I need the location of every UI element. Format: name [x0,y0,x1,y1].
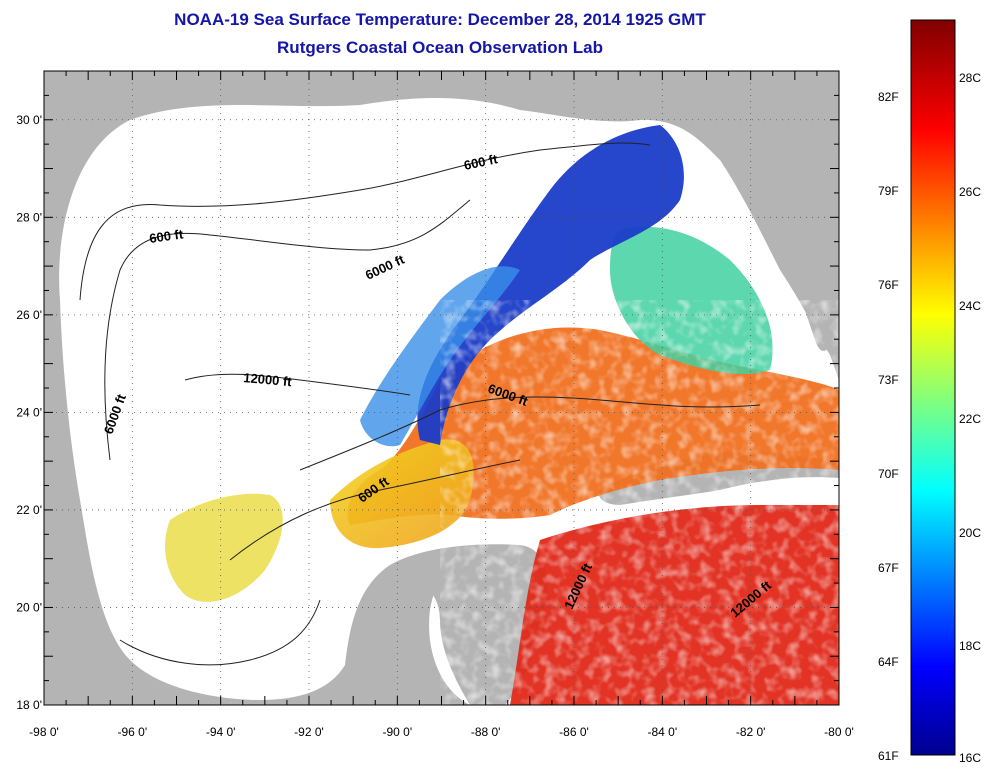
map-area: 600 ft 600 ft 6000 ft 12000 ft 6000 ft 6… [44,71,839,705]
lon-tick-label: -94 0' [206,725,236,739]
colorbar-f-label: 64F [878,655,899,669]
colorbar-c-label: 28C [959,71,981,85]
lon-tick-label: -82 0' [736,725,766,739]
lon-tick-label: -88 0' [471,725,501,739]
lat-tick-label: 18 0' [16,698,42,712]
florida-land [758,80,839,351]
lat-tick-label: 20 0' [16,600,42,614]
colorbar-f-label: 61F [878,749,899,763]
lat-tick-label: 26 0' [16,308,42,322]
colorbar-fahrenheit-labels: 82F 79F 76F 73F 70F 67F 64F 61F [878,90,899,763]
lat-tick-label: 24 0' [16,405,42,419]
contour-600ft [79,142,651,301]
sst-mild-band [330,439,474,549]
lon-tick-label: -96 0' [118,725,148,739]
colorbar-f-label: 67F [878,561,899,575]
colorbar-c-label: 22C [959,412,981,426]
contour-label: 600 ft [463,151,500,173]
colorbar-f-label: 82F [878,90,899,104]
lat-tick-label: 28 0' [16,210,42,224]
colorbar: 82F 79F 76F 73F 70F 67F 64F 61F 28C 26C … [878,19,981,765]
colorbar-c-label: 24C [959,299,981,313]
contour-6000ft-west [104,199,471,461]
cloud-mask [440,300,839,705]
colorbar-gradient [910,19,956,756]
sst-mild-west [165,493,283,602]
lon-tick-label: -86 0' [559,725,589,739]
lat-tick-labels: 18 0' 20 0' 22 0' 24 0' 26 0' 28 0' 30 0… [16,113,42,712]
contour-12000ft [184,373,411,396]
contour-label: 12000 ft [243,370,293,389]
map-subtitle: Rutgers Coastal Ocean Observation Lab [277,38,603,57]
lon-tick-labels: -98 0' -96 0' -94 0' -92 0' -90 0' -88 0… [29,725,854,739]
lon-tick-label: -92 0' [294,725,324,739]
lon-tick-label: -84 0' [648,725,678,739]
colorbar-f-label: 79F [878,184,899,198]
contour-6000ft-south [119,599,321,666]
colorbar-c-label: 26C [959,185,981,199]
lon-tick-label: -90 0' [383,725,413,739]
colorbar-c-label: 18C [959,639,981,653]
lat-tick-label: 30 0' [16,113,42,127]
map-title: NOAA-19 Sea Surface Temperature: Decembe… [174,10,706,29]
contour-6000ft-center [299,396,761,471]
contour-label: 600 ft [148,226,184,246]
colorbar-f-label: 70F [878,467,899,481]
sst-cold-shelf [417,125,684,445]
colorbar-c-label: 16C [959,751,981,765]
lat-tick-label: 22 0' [16,503,42,517]
graticule [44,71,839,705]
colorbar-celsius-labels: 28C 26C 24C 22C 20C 18C 16C [959,71,981,765]
colorbar-f-label: 76F [878,278,899,292]
colorbar-c-label: 20C [959,526,981,540]
axis-ticks [43,70,840,706]
bathymetry-contours [79,142,761,666]
lon-tick-label: -98 0' [29,725,59,739]
colorbar-f-label: 73F [878,373,899,387]
lon-tick-label: -80 0' [824,725,854,739]
contour-600ft-shelf [229,459,521,561]
